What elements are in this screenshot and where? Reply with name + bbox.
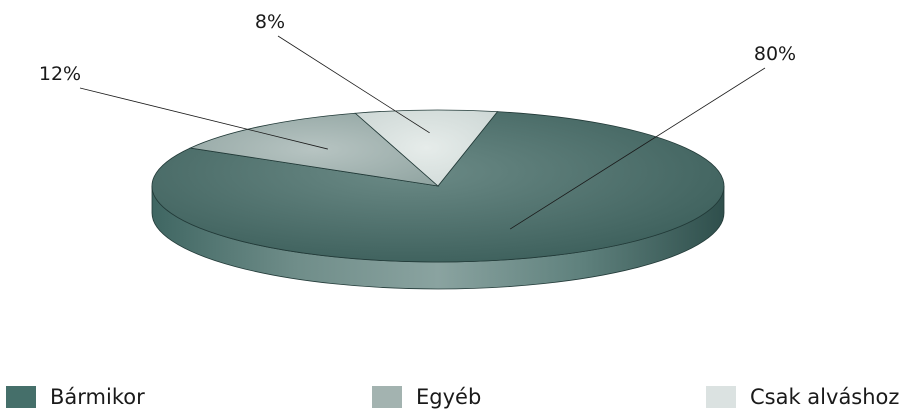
leader-line-csak-alváshoz: [277, 35, 430, 134]
pie-chart: 80% 12% 8%: [39, 11, 796, 290]
legend-item-egyéb: Egyéb: [372, 382, 481, 412]
pie-slice-csak-alváshoz: [354, 109, 499, 187]
legend-item-csak-alváshoz: Csak alváshoz: [706, 382, 899, 412]
data-label-bármikor: 80%: [754, 43, 796, 65]
leader-line-egyéb: [79, 87, 328, 150]
legend-label-csak-alváshoz: Csak alváshoz: [750, 385, 900, 409]
data-label-egyéb: 12%: [39, 63, 81, 85]
pie-slice-egyéb: [188, 112, 440, 187]
legend-label-egyéb: Egyéb: [416, 385, 482, 409]
legend-item-bármikor: Bármikor: [6, 382, 145, 412]
legend-label-bármikor: Bármikor: [50, 385, 145, 409]
legend-swatch-bármikor: [6, 386, 36, 408]
legend-swatch-egyéb: [372, 386, 402, 408]
pie-slice-bármikor: [151, 111, 725, 263]
legend: Bármikor Egyéb Csak alváshoz: [0, 382, 905, 412]
data-label-csak-alváshoz: 8%: [255, 11, 285, 33]
legend-swatch-csak-alváshoz: [706, 386, 736, 408]
leader-line-bármikor: [509, 67, 766, 230]
